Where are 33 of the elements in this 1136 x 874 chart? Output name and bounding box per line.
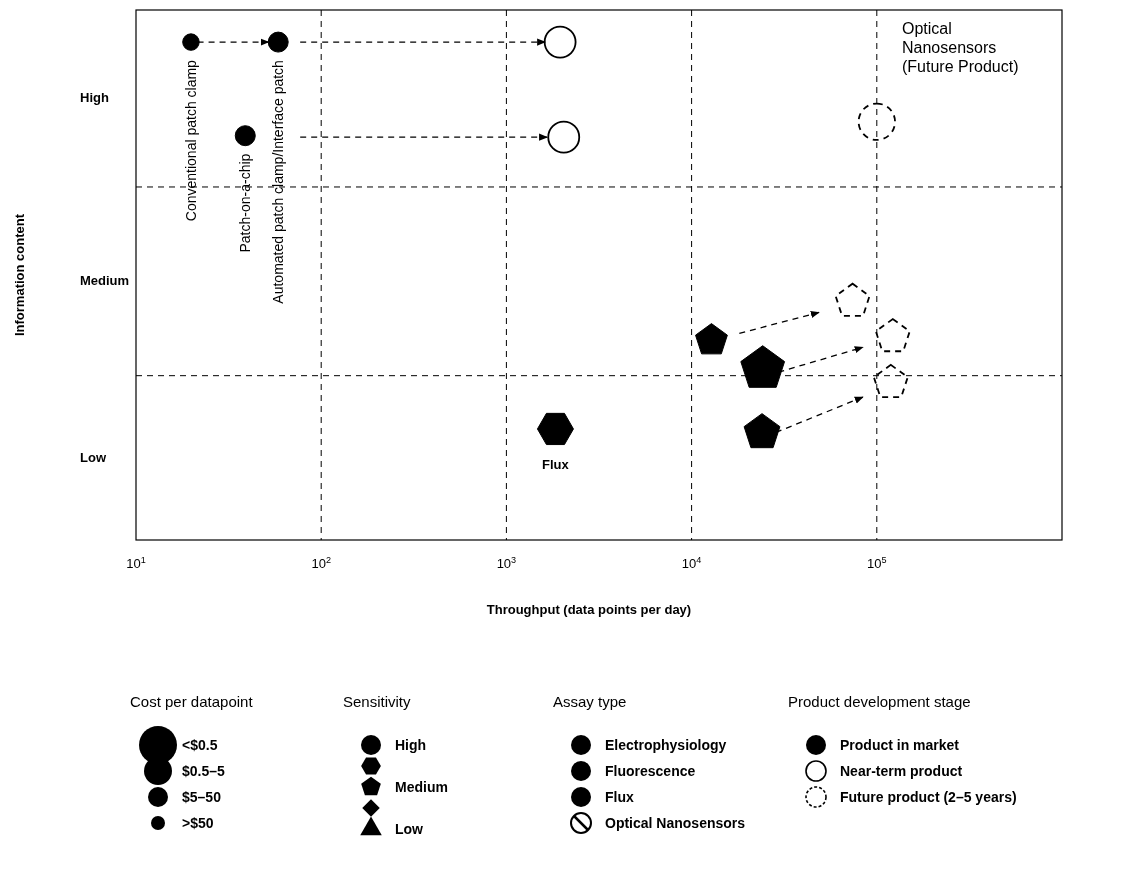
- text: Near-term product: [840, 763, 963, 779]
- text: $0.5–5: [182, 763, 226, 779]
- text: Optical Nanosensors: [605, 815, 746, 831]
- y-axis-title: Information content: [12, 213, 27, 337]
- x-tick-label: 10$^{4}$: [681, 555, 702, 571]
- text: Medium: [80, 273, 130, 289]
- annotation: Patch-on-a-chip: [237, 153, 254, 253]
- annotation: Conventional patch clamp: [182, 59, 199, 222]
- text: Low: [80, 449, 107, 465]
- text: <$0.5: [182, 737, 218, 753]
- x-tick-label: 10$^{1}$: [126, 555, 146, 571]
- text: High: [80, 90, 109, 106]
- text: Cost per datapoint: [130, 693, 254, 710]
- text: Electrophysiology: [605, 737, 727, 753]
- text: >$50: [182, 815, 214, 831]
- text: High: [395, 737, 427, 753]
- text: Sensitivity: [343, 693, 412, 710]
- annotation: Automated patch clamp/Interface patch: [270, 60, 287, 304]
- annotation: Optical Nanosensors (Future Product): [902, 20, 1019, 75]
- text: Product development stage: [788, 693, 971, 710]
- text: Fluorescence: [605, 763, 696, 779]
- x-tick-label: 10$^{2}$: [311, 555, 331, 571]
- text: Product in market: [840, 737, 960, 753]
- text: Future product (2–5 years): [840, 789, 1017, 805]
- text: Medium: [395, 779, 448, 795]
- text: Low: [395, 821, 424, 837]
- x-tick-label: 10$^{3}$: [496, 555, 517, 571]
- annotation: Flux: [542, 456, 570, 472]
- x-axis-title: Throughput (data points per day): [486, 602, 692, 617]
- text: $5–50: [182, 789, 222, 805]
- text: Flux: [605, 789, 634, 805]
- x-tick-label: 10$^{5}$: [867, 555, 887, 571]
- text: Assay type: [553, 693, 627, 710]
